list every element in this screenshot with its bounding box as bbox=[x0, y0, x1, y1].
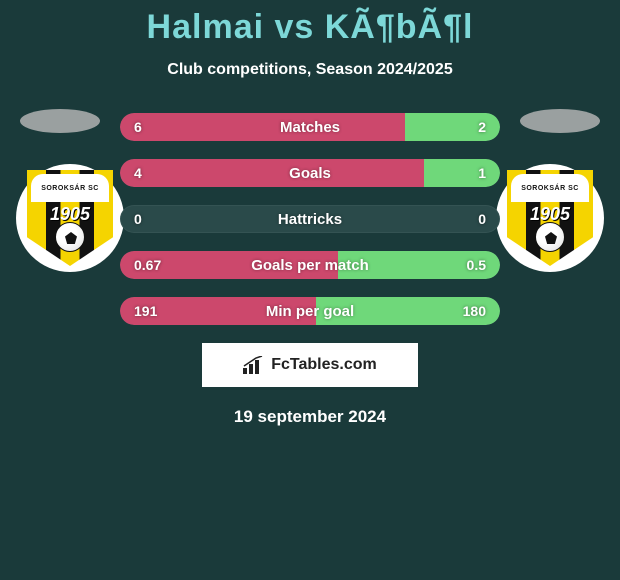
stat-row: Matches62 bbox=[120, 113, 500, 141]
stat-row: Goals41 bbox=[120, 159, 500, 187]
page-subtitle: Club competitions, Season 2024/2025 bbox=[0, 61, 620, 79]
logo-text: FcTables.com bbox=[271, 356, 377, 374]
stats-area: SOROKSÁR SC 1905 SOROKSÁR SC 1905 Matche… bbox=[0, 109, 620, 325]
date-text: 19 september 2024 bbox=[0, 407, 620, 427]
team-crest-left: SOROKSÁR SC 1905 bbox=[16, 164, 124, 272]
ball-icon bbox=[55, 222, 85, 252]
stat-bar-right bbox=[338, 251, 500, 279]
crest-top-text: SOROKSÁR SC bbox=[31, 174, 109, 202]
stat-row: Min per goal191180 bbox=[120, 297, 500, 325]
stat-bar-right bbox=[316, 297, 500, 325]
stat-bar-left bbox=[120, 251, 338, 279]
stat-bar-right bbox=[424, 159, 500, 187]
stat-value-left: 0 bbox=[134, 205, 142, 233]
stat-row: Hattricks0 0 bbox=[120, 205, 500, 233]
stat-bar-left bbox=[120, 113, 405, 141]
ball-icon bbox=[535, 222, 565, 252]
bar-chart-icon bbox=[243, 356, 265, 374]
stat-bar-left bbox=[120, 297, 316, 325]
comparison-bars: Matches62 Goals41 Hattricks0 0 Goals per mat… bbox=[120, 109, 500, 325]
crest-top-text: SOROKSÁR SC bbox=[511, 174, 589, 202]
page-title: Halmai vs KÃ¶bÃ¶l bbox=[0, 0, 620, 47]
site-logo: FcTables.com bbox=[202, 343, 418, 387]
team-crest-right: SOROKSÁR SC 1905 bbox=[496, 164, 604, 272]
stat-bar-left bbox=[120, 159, 424, 187]
stat-value-right: 0 bbox=[478, 205, 486, 233]
avatar-shadow-left bbox=[20, 109, 100, 133]
stat-row: Goals per match0.670.5 bbox=[120, 251, 500, 279]
stat-bar-right bbox=[405, 113, 500, 141]
stat-label: Hattricks bbox=[120, 205, 500, 233]
avatar-shadow-right bbox=[520, 109, 600, 133]
